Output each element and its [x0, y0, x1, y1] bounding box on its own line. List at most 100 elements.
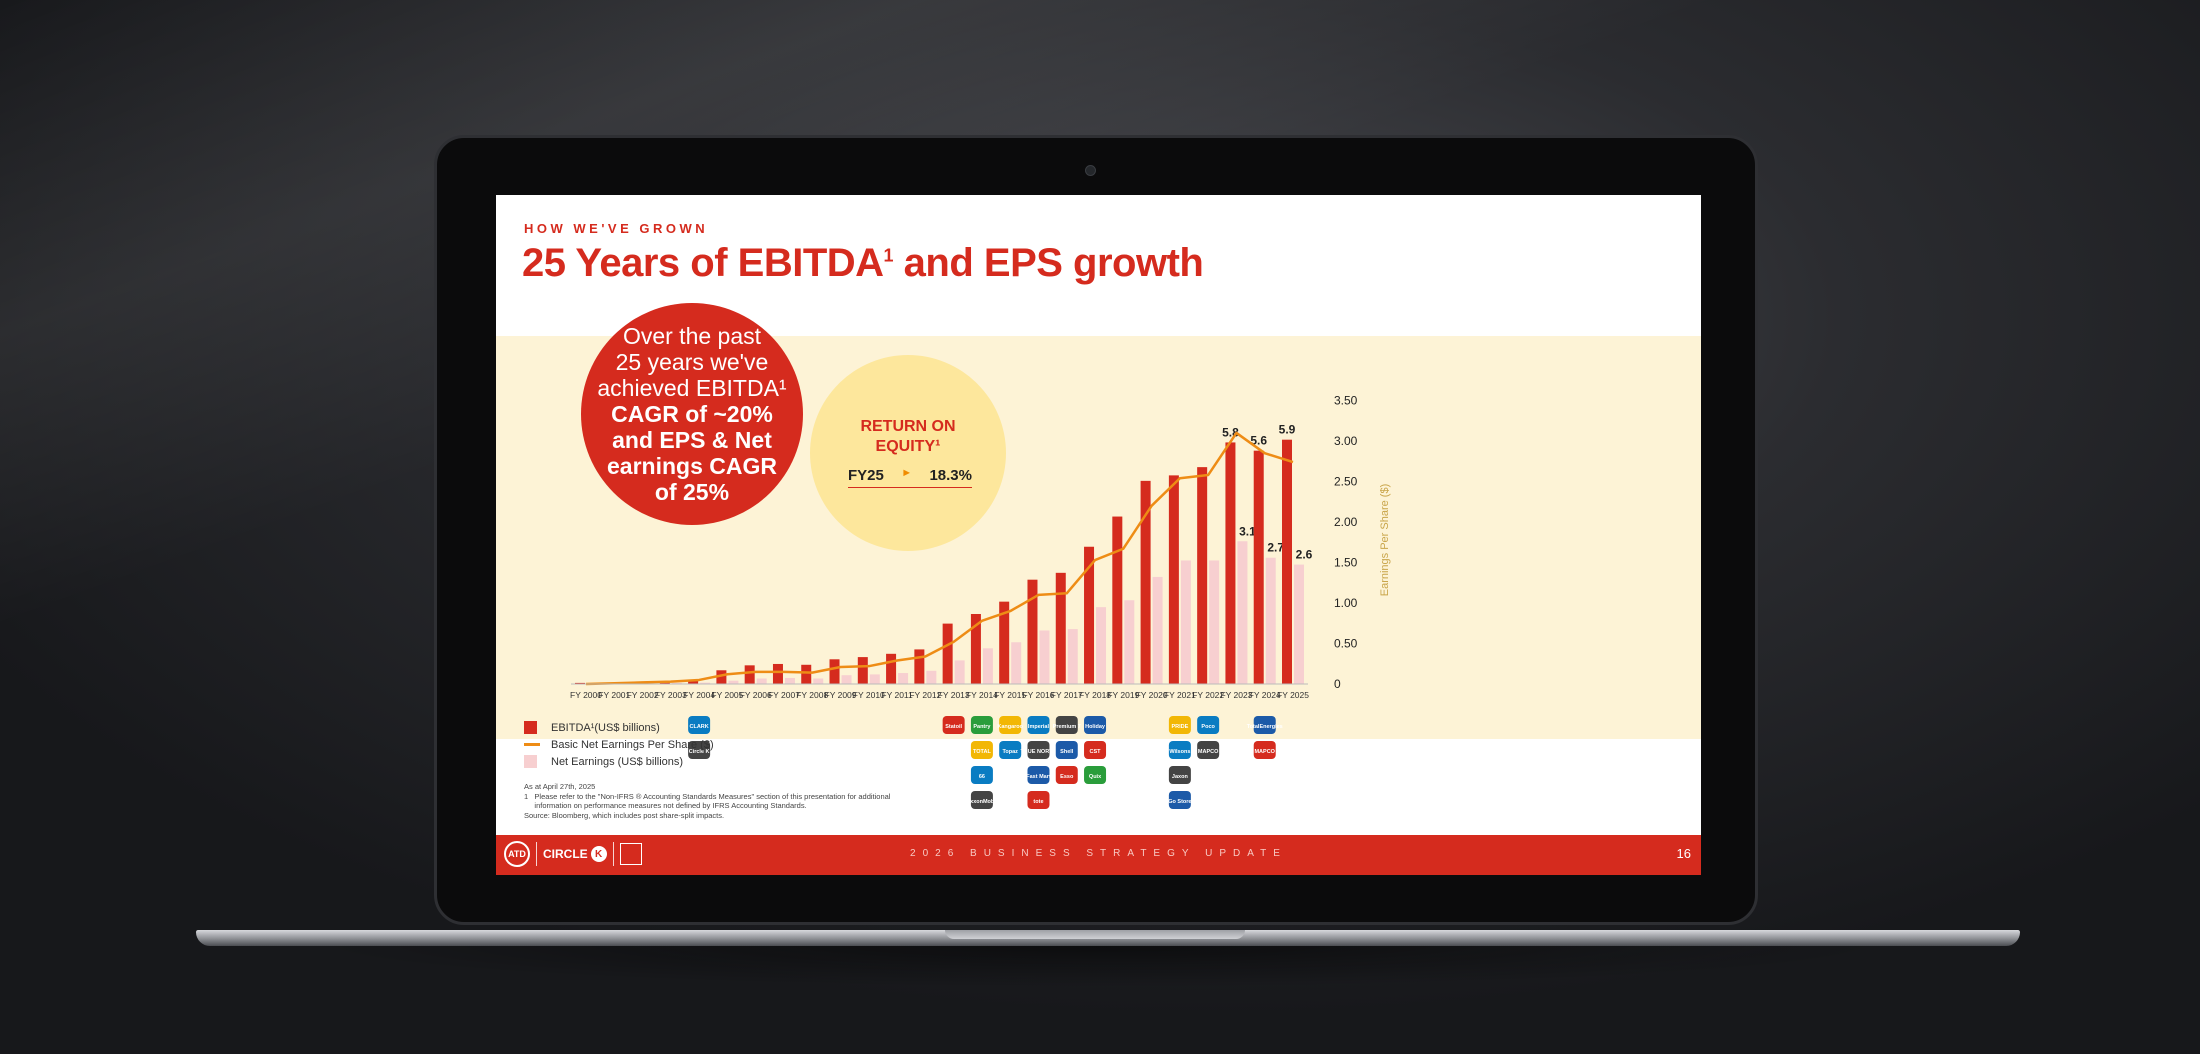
net-earnings-bar — [869, 674, 880, 684]
ebitda-bar — [744, 665, 755, 684]
footnote-line: information on performance measures not … — [524, 801, 807, 810]
x-tick-label: FY 2022 — [1192, 690, 1224, 700]
brand-logo — [1197, 716, 1220, 734]
brand-logo — [1084, 741, 1107, 759]
logo-divider — [612, 842, 614, 866]
slide-title: 25 Years of EBITDA1 and EPS growth — [522, 241, 1204, 285]
brand-logo — [1197, 741, 1220, 759]
brand-logo — [1253, 716, 1276, 734]
growth-callout: Over the past 25 years we've achieved EBIT… — [581, 303, 803, 525]
brand-logo — [1027, 766, 1050, 784]
y-right-tick-label: 0.50 — [1334, 637, 1358, 651]
y-right-tick-label: 1.00 — [1334, 596, 1358, 610]
brand-logo-text: Jaxon — [1172, 774, 1189, 780]
y-right-tick-label: 2.50 — [1334, 475, 1358, 489]
ebitda-bar — [1112, 516, 1123, 684]
net-data-label: 3.1 — [1239, 524, 1256, 538]
x-tick-label: FY 2001 — [598, 690, 630, 700]
net-earnings-bar — [700, 682, 711, 684]
brand-logo — [942, 716, 965, 734]
x-tick-label: FY 2021 — [1164, 690, 1196, 700]
x-tick-label: FY 2000 — [570, 690, 602, 700]
net-earnings-bar — [1209, 560, 1220, 684]
ebitda-bar — [857, 657, 868, 684]
laptop-shadow — [300, 944, 1900, 988]
chart-legend: EBITDA¹(US$ billions) Basic Net Earnings… — [524, 719, 714, 770]
brand-logo — [1253, 741, 1276, 759]
net-earnings-bar — [841, 675, 852, 684]
legend-swatch-net — [524, 755, 537, 768]
brand-logo-text: TRUE NORTH — [1020, 749, 1056, 755]
x-tick-label: FY 2011 — [881, 690, 913, 700]
x-tick-label: FY 2019 — [1107, 690, 1139, 700]
brand-logo — [1084, 716, 1107, 734]
net-earnings-bar — [1237, 541, 1248, 684]
brand-logo-text: Premium 7 — [1053, 724, 1081, 730]
net-earnings-bar — [1039, 630, 1050, 684]
ebitda-bar — [1282, 439, 1292, 684]
slide-footer: ATD CIRCLE K 2026 BUSINESS STRATEGY UPDAT… — [496, 835, 1701, 875]
legend-net: Net Earnings (US$ billions) — [551, 755, 684, 768]
ebitda-bar — [688, 680, 699, 684]
roe-value-row: FY25 ► 18.3% — [848, 467, 972, 488]
x-tick-label: FY 2002 — [627, 690, 659, 700]
roe-label: RETURN ON EQUITY¹ — [860, 418, 956, 455]
arrow-icon: ► — [901, 467, 913, 479]
brand-logo — [1055, 716, 1078, 734]
y-right-tick-label: 1.50 — [1334, 556, 1358, 570]
footer-logos: ATD CIRCLE K — [504, 841, 642, 867]
x-tick-label: FY 2020 — [1136, 690, 1168, 700]
brand-logo-text: Fast Mart — [1026, 774, 1051, 780]
ebitda-bar — [1084, 546, 1095, 684]
roe-callout: RETURN ON EQUITY¹ FY25 ► 18.3% — [810, 355, 1006, 551]
net-earnings-bar — [1180, 560, 1191, 684]
brand-logo-text: TotalEnergies — [1247, 724, 1283, 730]
net-earnings-bar — [926, 670, 937, 684]
page-number: 16 — [1676, 846, 1691, 861]
brand-logo — [1168, 766, 1191, 784]
brand-logo — [1055, 741, 1078, 759]
presentation-slide: HOW WE'VE GROWN 25 Years of EBITDA1 and … — [496, 195, 1701, 875]
brand-logo-text: Kangaroo — [997, 724, 1023, 730]
y-right-axis-title: Earnings Per Share ($) — [1379, 484, 1391, 597]
callout-line: earnings CAGR — [607, 453, 777, 479]
x-tick-label: FY 2016 — [1022, 690, 1054, 700]
brand-logo-text: MAPCO — [1254, 749, 1275, 755]
x-tick-label: FY 2008 — [796, 690, 828, 700]
roe-value: 18.3% — [929, 467, 972, 484]
legend-ebitda: EBITDA¹(US$ billions) — [551, 721, 660, 734]
brand-logo-text: Poco — [1201, 724, 1215, 730]
laptop-hinge-notch — [945, 930, 1245, 939]
brand-logo — [999, 716, 1022, 734]
brand-logo — [688, 741, 711, 759]
brand-logo-text: Circle K — [689, 749, 710, 755]
x-tick-label: FY 2014 — [966, 690, 998, 700]
brand-logo-text: Quix — [1089, 774, 1102, 780]
net-earnings-bar — [671, 682, 682, 684]
y-right-tick-label: 0 — [1334, 677, 1341, 691]
net-data-label: 2.7 — [1267, 541, 1284, 555]
ebitda-bar — [1027, 579, 1038, 684]
brand-logo — [970, 791, 993, 809]
ebitda-data-label: 5.9 — [1279, 423, 1296, 437]
legend-eps: Basic Net Earnings Per Share ($) — [551, 738, 714, 751]
x-tick-label: FY 2017 — [1051, 690, 1083, 700]
net-earnings-bar — [1124, 600, 1135, 684]
x-tick-label: FY 2015 — [994, 690, 1026, 700]
brand-logo-text: Statoil — [945, 724, 962, 730]
webcam — [1085, 165, 1096, 176]
brand-logo-text: MAPCO — [1198, 749, 1219, 755]
ebitda-bar — [575, 682, 585, 684]
brand-logo-text: Pantry — [973, 724, 991, 730]
brand-logo-text: Holiday — [1085, 724, 1106, 730]
brand-logo-text: CST — [1090, 749, 1102, 755]
ebitda-bar — [801, 664, 812, 684]
brand-logo-icon — [619, 843, 642, 865]
logo-divider — [536, 842, 537, 866]
brand-logo — [1168, 791, 1191, 809]
net-earnings-bar — [1265, 557, 1276, 684]
brand-logo-text: Esso — [1060, 774, 1074, 780]
brand-logo-text: CLARK — [689, 724, 708, 730]
eps-line — [585, 431, 1294, 686]
